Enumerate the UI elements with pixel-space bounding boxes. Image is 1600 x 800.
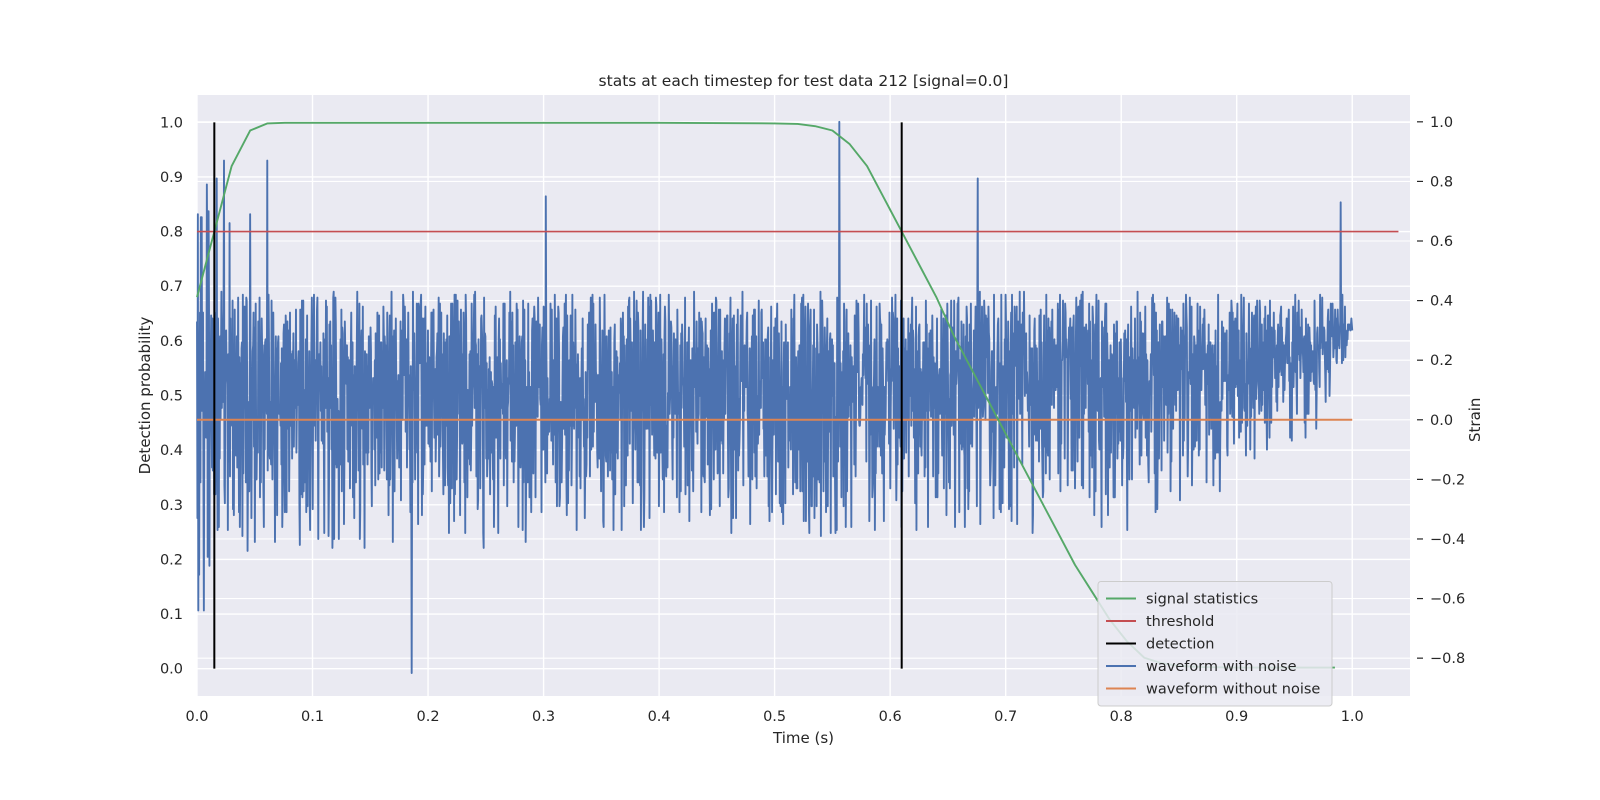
x-tick-label: 0.6 <box>879 709 902 725</box>
chart-title: stats at each timestep for test data 212… <box>599 72 1009 90</box>
y2-tick-label: 0.8 <box>1430 174 1453 190</box>
legend-label: signal statistics <box>1146 592 1258 608</box>
y2-tick-label: 1.0 <box>1430 115 1453 131</box>
legend-box <box>1097 581 1333 707</box>
x-tick-label: 0.5 <box>763 709 786 725</box>
y-tick-label: 0.3 <box>160 498 183 514</box>
y-tick-label: 0.0 <box>160 662 183 678</box>
x-tick-label: 0.3 <box>532 709 555 725</box>
legend: signal statistics threshold detection wavef… <box>1097 581 1333 707</box>
y2-tick-label: 0.4 <box>1430 294 1453 310</box>
y-tick-label: 0.9 <box>160 170 183 186</box>
legend-label: waveform without noise <box>1146 682 1320 698</box>
legend-label: threshold <box>1146 614 1214 630</box>
y-tick-label: 0.4 <box>160 443 183 459</box>
y2-tick-label: 0.2 <box>1430 353 1453 369</box>
y-tick-label: 0.7 <box>160 279 183 295</box>
x-tick-label: 0.2 <box>417 709 440 725</box>
bottom-axis-ticks: 0.0 0.1 0.2 0.3 0.4 0.5 0.6 0.7 0.8 0.9 1.0 <box>185 709 1363 725</box>
x-tick-label: 0.9 <box>1225 709 1248 725</box>
y-tick-label: 0.1 <box>160 607 183 623</box>
y2-tick-label: −0.2 <box>1430 472 1465 488</box>
x-tick-label: 1.0 <box>1341 709 1364 725</box>
x-tick-label: 0.1 <box>301 709 324 725</box>
series-waveform-with-noise <box>196 120 1354 675</box>
y2-tick-label: 0.0 <box>1430 413 1453 429</box>
y-tick-label: 0.8 <box>160 225 183 241</box>
y-tick-label: 0.5 <box>160 389 183 405</box>
x-tick-label: 0.0 <box>185 709 208 725</box>
x-tick-label: 0.8 <box>1110 709 1133 725</box>
right-axis-ticks: −0.8 −0.6 −0.4 −0.2 0.0 0.2 0.4 0.6 0.8 1.0 <box>1417 115 1465 667</box>
x-tick-label: 0.4 <box>648 709 671 725</box>
legend-label: waveform with noise <box>1146 659 1297 675</box>
legend-label: detection <box>1146 637 1214 653</box>
y-axis-title: Detection probability <box>136 317 154 475</box>
y2-tick-label: −0.6 <box>1430 592 1465 608</box>
x-tick-label: 0.7 <box>994 709 1017 725</box>
y2-tick-label: −0.4 <box>1430 532 1465 548</box>
left-axis-ticks: 0.0 0.1 0.2 0.3 0.4 0.5 0.6 0.7 0.8 0.9 1.0 <box>160 115 183 677</box>
y2-tick-label: −0.8 <box>1430 651 1465 667</box>
x-axis-title: Time (s) <box>772 729 834 747</box>
y-tick-label: 0.2 <box>160 552 183 568</box>
y2-tick-label: 0.6 <box>1430 234 1453 250</box>
y2-axis-title: Strain <box>1466 398 1484 442</box>
y-tick-label: 0.6 <box>160 334 183 350</box>
y-tick-label: 1.0 <box>160 115 183 131</box>
